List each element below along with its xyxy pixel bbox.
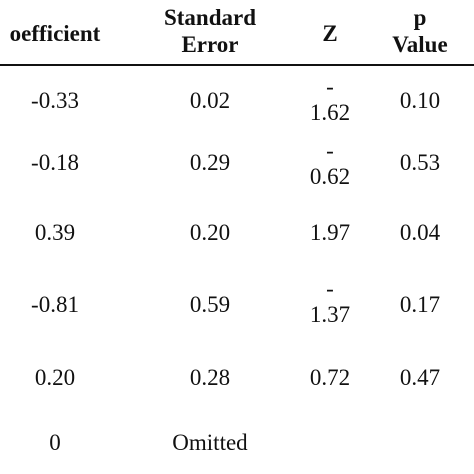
cell-z-sign: -	[326, 74, 334, 99]
table-row: -0.33 0.02 - 1.62 0.10	[0, 70, 474, 130]
cell-z: - 1.62	[285, 74, 375, 126]
cell-standard-error: 0.59	[189, 292, 231, 317]
cell-z-value: 1.62	[309, 100, 351, 125]
cell-coefficient: 0.39	[34, 220, 76, 245]
cell-z-sign: -	[326, 276, 334, 301]
cell-z-value: 1.97	[309, 220, 351, 245]
header-standard-error-line1: Standard	[163, 5, 257, 30]
cell-z: 1.97	[285, 220, 375, 246]
cell-standard-error: 0.20	[189, 220, 231, 245]
cell-coefficient: 0.20	[34, 365, 76, 390]
header-z: Z	[285, 20, 375, 47]
header-z-label: Z	[322, 21, 338, 46]
cell-coefficient: -0.33	[31, 88, 79, 113]
cell-z: - 0.62	[285, 138, 375, 190]
header-p-value-line1: p	[413, 5, 427, 30]
cell-z: - 1.37	[285, 276, 375, 328]
table-row: 0.20 0.28 0.72 0.47	[0, 360, 474, 400]
cell-z-value: 0.72	[309, 365, 351, 390]
table-header: oefficient Standard Error Z p Value	[0, 0, 474, 64]
table-row: -0.18 0.29 - 0.62 0.53	[0, 136, 474, 196]
table-row: 0.39 0.20 1.97 0.04	[0, 210, 474, 254]
header-rule	[0, 64, 474, 66]
cell-p-value: 0.47	[399, 365, 441, 390]
header-p-value-line2: Value	[392, 32, 448, 57]
cell-p-value: 0.10	[399, 88, 441, 113]
cell-p-value: 0.53	[399, 150, 441, 175]
cell-z-value: 1.37	[309, 302, 351, 327]
header-coefficient-label: oefficient	[9, 21, 101, 46]
cell-coefficient: 0	[49, 430, 61, 455]
cell-standard-error: 0.28	[189, 365, 231, 390]
cell-p-value: 0.04	[399, 220, 441, 245]
cell-z-sign: -	[326, 138, 334, 163]
cell-z: 0.72	[285, 365, 375, 391]
table-row: 0 Omitted	[0, 420, 474, 460]
cell-p-value: 0.17	[399, 292, 441, 317]
header-standard-error-line2: Error	[181, 32, 239, 57]
header-coefficient: oefficient	[0, 20, 140, 47]
cell-standard-error: 0.02	[189, 88, 231, 113]
header-standard-error: Standard Error	[125, 4, 295, 58]
cell-z-value: 0.62	[309, 164, 351, 189]
cell-standard-error: 0.29	[189, 150, 231, 175]
header-p-value: p Value	[375, 4, 465, 58]
cell-coefficient: -0.81	[31, 292, 79, 317]
cell-coefficient: -0.18	[31, 150, 79, 175]
table-row: -0.81 0.59 - 1.37 0.17	[0, 276, 474, 336]
cell-standard-error: Omitted	[172, 430, 248, 455]
